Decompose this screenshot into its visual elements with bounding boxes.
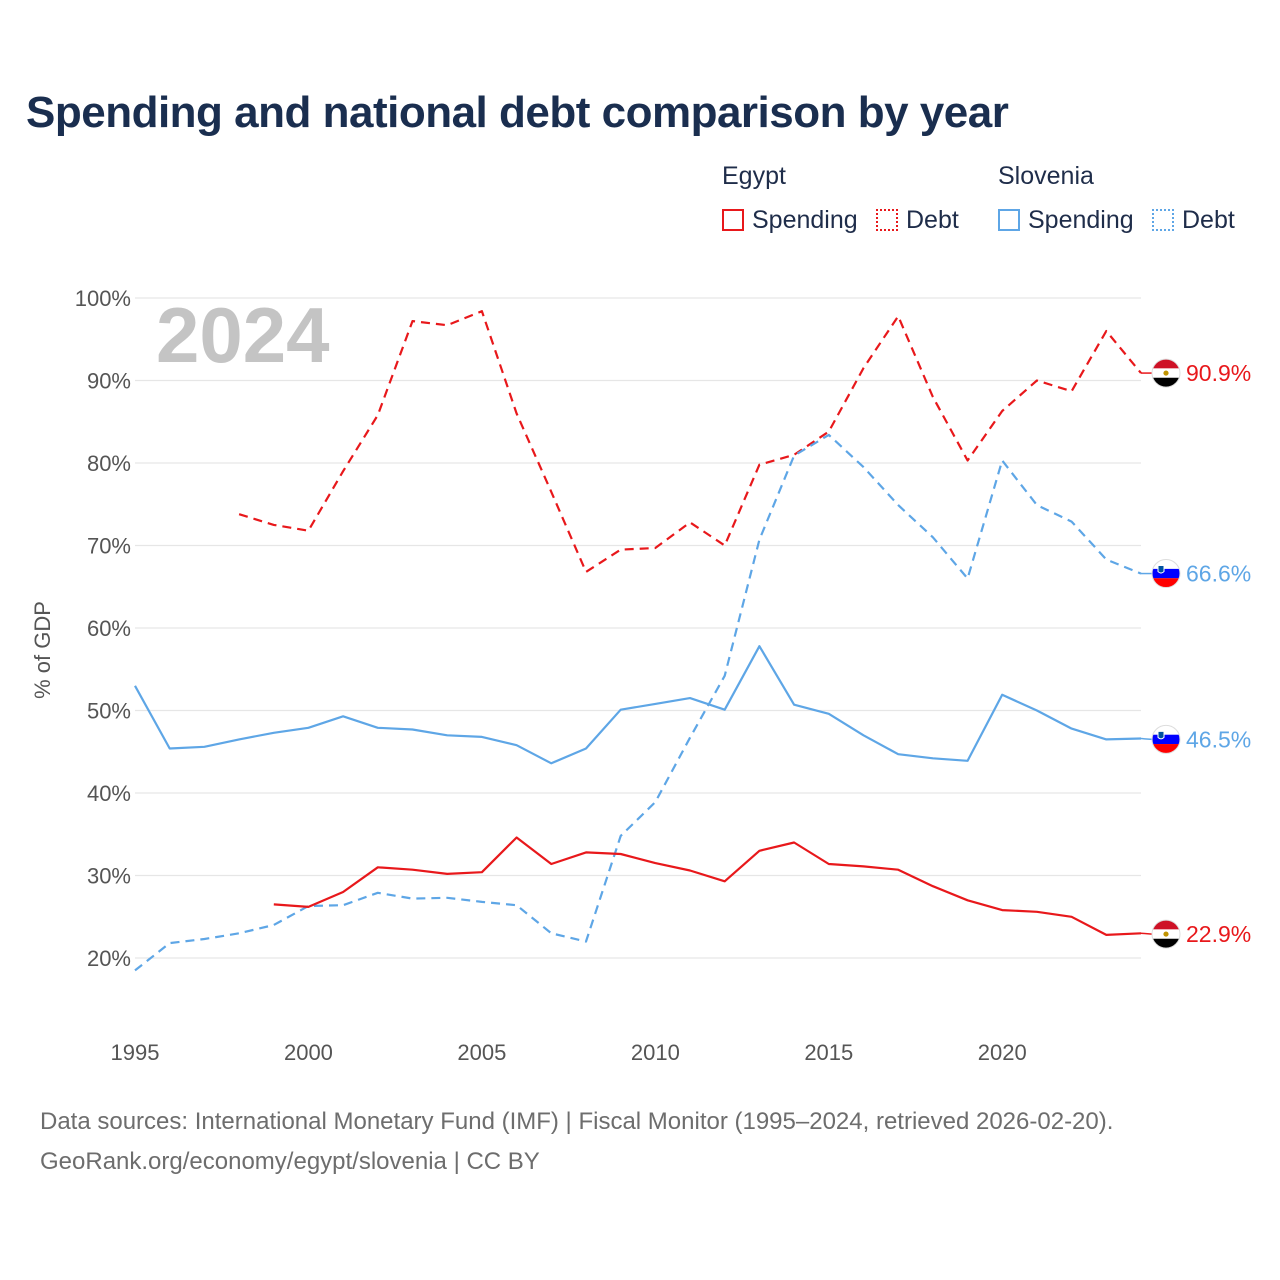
legend-swatch-dotted-icon (876, 209, 898, 231)
series-line-slovenia-debt[interactable] (134, 433, 1142, 972)
legend-label: Debt (1182, 205, 1235, 234)
y-tick-label: 60% (87, 616, 131, 641)
legend-egypt-spending[interactable]: Spending (722, 204, 858, 236)
y-tick-label: 20% (87, 946, 131, 971)
egypt-flag-icon (1151, 919, 1181, 949)
y-tick-label: 80% (87, 451, 131, 476)
x-tick-label: 2020 (978, 1040, 1027, 1065)
y-axis-title: % of GDP (30, 601, 55, 699)
series-group (134, 310, 1142, 972)
series-line-slovenia-spending[interactable] (134, 645, 1142, 765)
legend-egypt-debt[interactable]: Debt (876, 204, 959, 236)
footer-sources: Data sources: International Monetary Fun… (40, 1108, 1114, 1135)
slovenia-flag-icon (1151, 559, 1181, 589)
legend-slovenia-debt[interactable]: Debt (1152, 204, 1235, 236)
egypt-flag-icon (1151, 358, 1181, 388)
end-value-label: 22.9% (1186, 921, 1251, 947)
x-tick-label: 2000 (284, 1040, 333, 1065)
x-tick-label: 2010 (631, 1040, 680, 1065)
y-tick-label: 90% (87, 369, 131, 394)
x-tick-label: 2005 (457, 1040, 506, 1065)
legend-group-egypt: Egypt (722, 162, 786, 190)
slovenia-flag-icon (1151, 724, 1181, 754)
y-tick-label: 100% (75, 286, 131, 311)
end-connector (1140, 932, 1153, 935)
series-line-egypt-debt[interactable] (238, 310, 1142, 574)
legend-swatch-solid-icon (998, 209, 1020, 231)
legend-group-slovenia: Slovenia (998, 162, 1094, 190)
end-value-label: 46.5% (1186, 726, 1251, 752)
end-markers: 90.9% 66.6% 46.5% 22.9% (1140, 358, 1251, 949)
series-line-egypt-spending[interactable] (273, 836, 1142, 937)
y-tick-label: 40% (87, 781, 131, 806)
x-axis: 1995 2000 2005 2010 2015 2020 (111, 1040, 1027, 1065)
legend-slovenia-spending[interactable]: Spending (998, 204, 1134, 236)
chart-title: Spending and national debt comparison by… (26, 88, 1009, 137)
y-tick-label: 30% (87, 864, 131, 889)
y-tick-label: 70% (87, 534, 131, 559)
legend-swatch-solid-icon (722, 209, 744, 231)
end-value-label: 90.9% (1186, 360, 1251, 386)
end-connector (1140, 737, 1153, 741)
y-tick-label: 50% (87, 699, 131, 724)
legend-swatch-dotted-icon (1152, 209, 1174, 231)
legend-label: Debt (906, 205, 959, 234)
footer-credit: GeoRank.org/economy/egypt/slovenia | CC … (40, 1148, 540, 1175)
end-value-label: 66.6% (1186, 561, 1251, 587)
grid (135, 297, 1141, 959)
legend-label: Spending (1028, 205, 1134, 234)
x-tick-label: 2015 (804, 1040, 853, 1065)
legend-label: Spending (752, 205, 858, 234)
x-tick-label: 1995 (111, 1040, 160, 1065)
y-axis: 20% 30% 40% 50% 60% 70% 80% 90% 100% (75, 286, 131, 971)
year-watermark: 2024 (156, 291, 330, 379)
